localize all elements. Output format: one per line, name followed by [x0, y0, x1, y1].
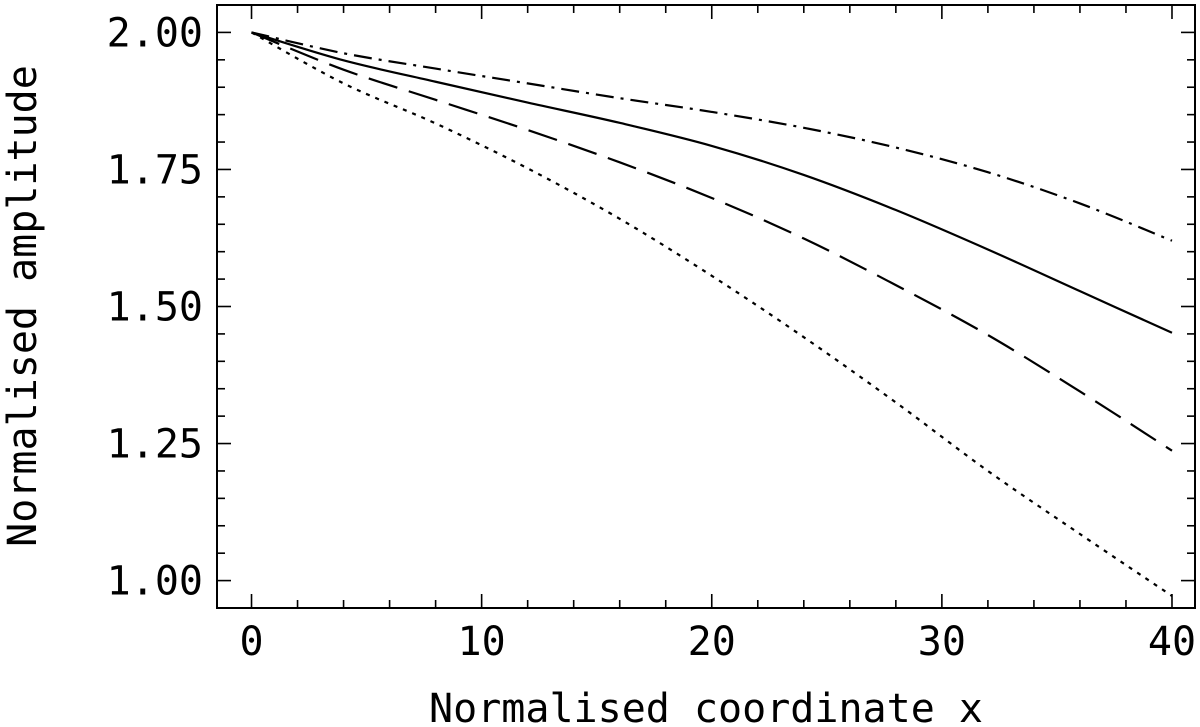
plot-border [216, 4, 1196, 609]
series-line-dotted [250, 31, 1173, 597]
series-line-solid [251, 31, 1173, 334]
x-tick-label: 30 [918, 619, 966, 665]
y-tick-label: 2.00 [107, 10, 203, 56]
series-line-long-dash [251, 31, 1173, 452]
x-axis-label: Normalised coordinate x [429, 686, 983, 727]
y-tick-label: 1.00 [107, 559, 203, 605]
y-axis-label: Normalised amplitude [0, 65, 46, 547]
x-tick-label: 0 [239, 619, 263, 665]
series-line-dash-dot [251, 31, 1173, 242]
x-axis-ticks: 0 10 20 30 40 [239, 5, 1196, 665]
y-tick-label: 1.75 [107, 147, 203, 193]
series-layer [250, 31, 1173, 597]
x-tick-label: 40 [1148, 619, 1196, 665]
x-tick-label: 20 [688, 619, 736, 665]
plot-frame [216, 4, 1196, 609]
y-tick-label: 1.25 [107, 422, 203, 468]
x-tick-label: 10 [458, 619, 506, 665]
y-axis-ticks: 1.00 1.25 1.50 1.75 2.00 [107, 10, 1195, 605]
y-tick-label: 1.50 [107, 285, 203, 331]
